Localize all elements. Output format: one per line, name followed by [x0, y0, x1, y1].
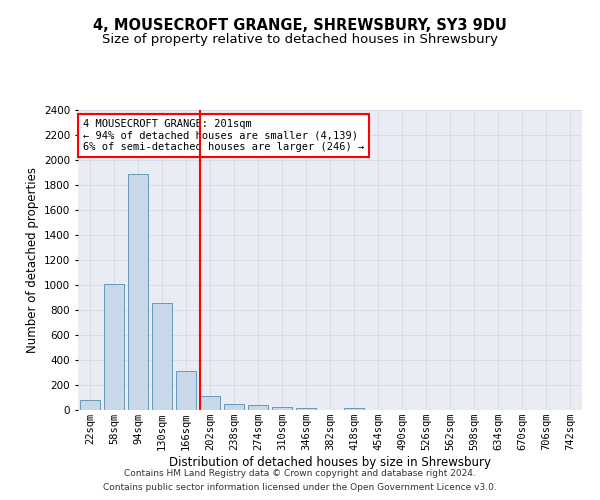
Bar [200, 396, 220, 410]
Bar [296, 408, 316, 410]
Text: 4, MOUSECROFT GRANGE, SHREWSBURY, SY3 9DU: 4, MOUSECROFT GRANGE, SHREWSBURY, SY3 9D… [93, 18, 507, 32]
Bar [344, 408, 364, 410]
Bar [152, 302, 172, 410]
Bar [248, 405, 268, 410]
X-axis label: Distribution of detached houses by size in Shrewsbury: Distribution of detached houses by size … [169, 456, 491, 469]
Text: Contains HM Land Registry data © Crown copyright and database right 2024.: Contains HM Land Registry data © Crown c… [124, 468, 476, 477]
Bar [80, 400, 100, 410]
Bar [128, 174, 148, 410]
Bar [224, 404, 244, 410]
Y-axis label: Number of detached properties: Number of detached properties [26, 167, 38, 353]
Bar [104, 284, 124, 410]
Bar [272, 407, 292, 410]
Bar [176, 371, 196, 410]
Text: Size of property relative to detached houses in Shrewsbury: Size of property relative to detached ho… [102, 32, 498, 46]
Text: Contains public sector information licensed under the Open Government Licence v3: Contains public sector information licen… [103, 484, 497, 492]
Text: 4 MOUSECROFT GRANGE: 201sqm
← 94% of detached houses are smaller (4,139)
6% of s: 4 MOUSECROFT GRANGE: 201sqm ← 94% of det… [83, 119, 364, 152]
